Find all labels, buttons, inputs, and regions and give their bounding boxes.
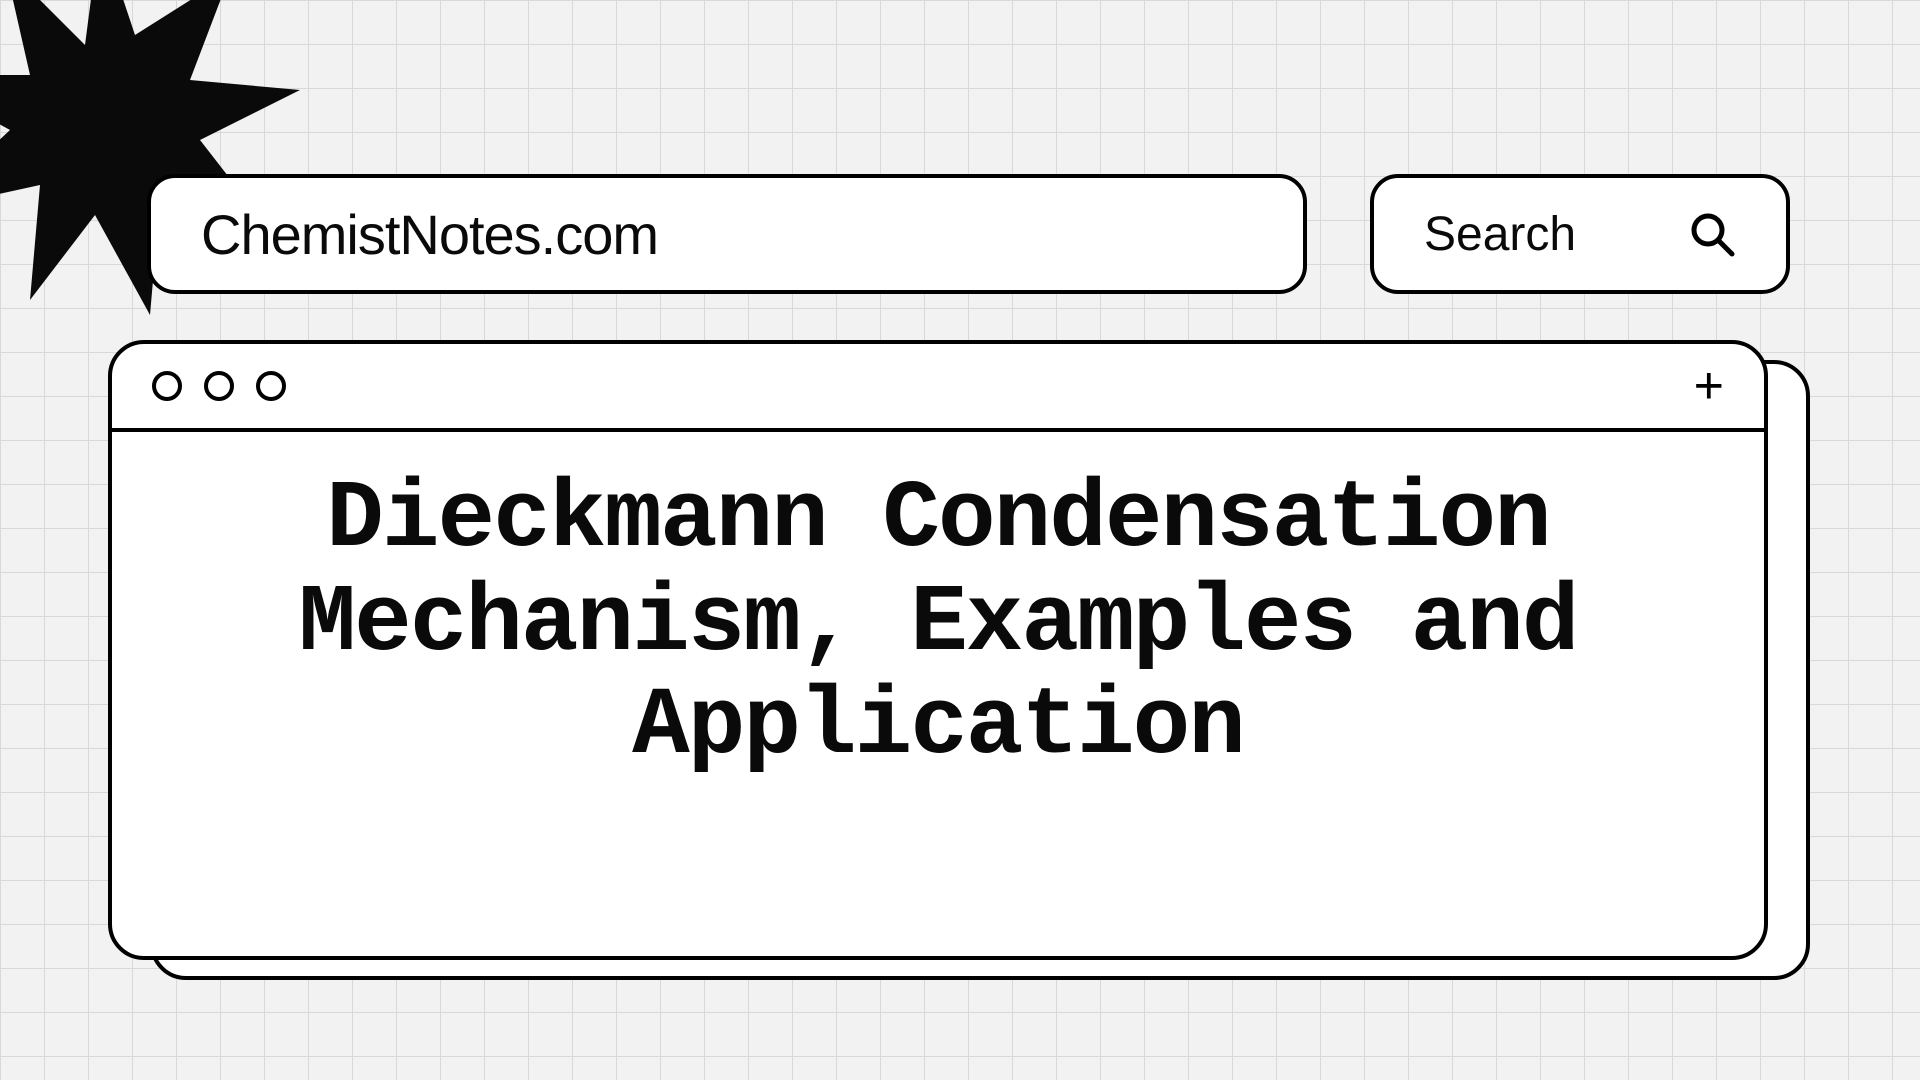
plus-icon[interactable]: + (1694, 360, 1724, 412)
window-dot[interactable] (152, 371, 182, 401)
search-icon (1688, 210, 1736, 258)
address-bar-text: ChemistNotes.com (201, 202, 658, 267)
search-placeholder: Search (1424, 207, 1576, 262)
window-controls (152, 371, 286, 401)
browser-window: + Dieckmann Condensation Mechanism, Exam… (108, 340, 1768, 960)
address-bar[interactable]: ChemistNotes.com (147, 174, 1307, 294)
window-titlebar: + (112, 344, 1764, 432)
window-dot[interactable] (204, 371, 234, 401)
window-content: Dieckmann Condensation Mechanism, Exampl… (112, 432, 1764, 956)
page-title: Dieckmann Condensation Mechanism, Exampl… (112, 468, 1764, 779)
search-box[interactable]: Search (1370, 174, 1790, 294)
window-dot[interactable] (256, 371, 286, 401)
